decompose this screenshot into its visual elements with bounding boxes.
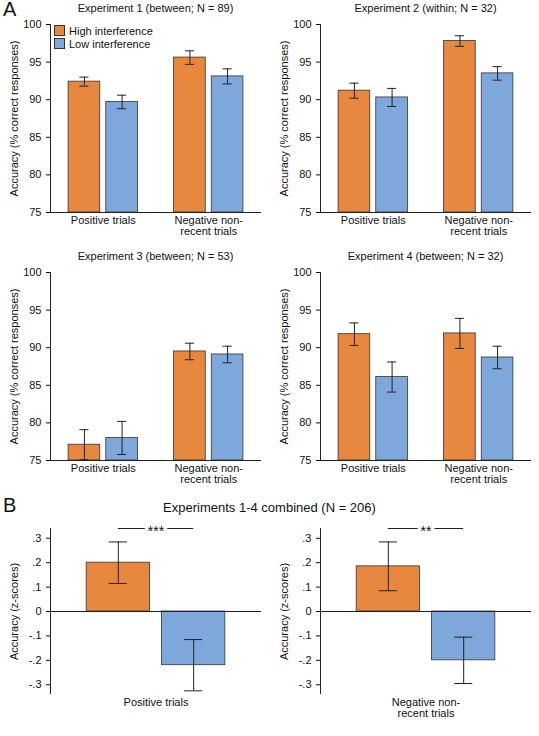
svg-text:.2: .2 — [302, 556, 311, 568]
svg-text:95: 95 — [29, 56, 41, 68]
svg-text:Accuracy (% correct responses): Accuracy (% correct responses) — [278, 289, 290, 445]
html-text:B: B — [3, 494, 17, 516]
html-text:Experiment 2 (within; N = 32): Experiment 2 (within; N = 32) — [354, 2, 497, 14]
svg-text:-.2: -.2 — [29, 654, 42, 666]
svg-text:100: 100 — [293, 18, 311, 30]
svg-text:85: 85 — [29, 379, 41, 391]
svg-text:Negative non-recent trials: Negative non-recent trials — [392, 696, 461, 719]
svg-text:100: 100 — [23, 18, 41, 30]
html-text:Experiment 4 (between; N = 32): Experiment 4 (between; N = 32) — [347, 250, 504, 262]
svg-text:90: 90 — [299, 341, 311, 353]
svg-text:0: 0 — [35, 605, 41, 617]
svg-text:80: 80 — [29, 416, 41, 428]
svg-text:75: 75 — [299, 454, 311, 466]
svg-text:.3: .3 — [32, 532, 41, 544]
svg-text:Negative non-recent trials: Negative non-recent trials — [445, 214, 514, 237]
svg-text:90: 90 — [29, 93, 41, 105]
svg-text:75: 75 — [29, 454, 41, 466]
html-text:Experiment 1 (between; N = 89): Experiment 1 (between; N = 89) — [77, 2, 234, 14]
svg-text:Positive trials: Positive trials — [124, 696, 189, 708]
svg-text:Accuracy (% correct responses): Accuracy (% correct responses) — [8, 41, 20, 197]
svg-text:.2: .2 — [32, 556, 41, 568]
svg-text:Accuracy (z-scores): Accuracy (z-scores) — [278, 563, 290, 660]
svg-text:75: 75 — [299, 206, 311, 218]
svg-text:95: 95 — [299, 56, 311, 68]
html-text:Experiment 3 (between; N = 53): Experiment 3 (between; N = 53) — [77, 250, 234, 262]
svg-text:-.1: -.1 — [299, 629, 312, 641]
svg-text:75: 75 — [29, 206, 41, 218]
svg-text:80: 80 — [299, 416, 311, 428]
svg-text:-.3: -.3 — [299, 678, 312, 690]
svg-text:.1: .1 — [32, 581, 41, 593]
svg-text:Positive trials: Positive trials — [341, 462, 406, 474]
svg-text:0: 0 — [305, 605, 311, 617]
svg-text:-.2: -.2 — [299, 654, 312, 666]
html-text:High interference: High interference — [69, 25, 153, 37]
svg-text:85: 85 — [29, 131, 41, 143]
svg-text:95: 95 — [29, 304, 41, 316]
svg-text:Positive trials: Positive trials — [71, 214, 136, 226]
svg-text:.3: .3 — [302, 532, 311, 544]
svg-text:90: 90 — [29, 341, 41, 353]
svg-text:Negative non-recent trials: Negative non-recent trials — [175, 214, 244, 237]
svg-text:85: 85 — [299, 131, 311, 143]
html-text:Experiments 1-4 combined (N =: Experiments 1-4 combined (N = 206) — [163, 500, 376, 515]
svg-text:***: *** — [148, 523, 165, 539]
svg-text:100: 100 — [23, 266, 41, 278]
svg-text:-.3: -.3 — [29, 678, 42, 690]
svg-text:Accuracy (z-scores): Accuracy (z-scores) — [8, 563, 20, 660]
svg-text:100: 100 — [293, 266, 311, 278]
html-text:Low interference: Low interference — [69, 38, 151, 50]
svg-text:Accuracy (% correct responses): Accuracy (% correct responses) — [278, 41, 290, 197]
svg-text:Negative non-recent trials: Negative non-recent trials — [445, 462, 514, 485]
svg-text:95: 95 — [299, 304, 311, 316]
svg-text:85: 85 — [299, 379, 311, 391]
svg-text:80: 80 — [299, 168, 311, 180]
svg-text:-.1: -.1 — [29, 629, 42, 641]
svg-text:90: 90 — [299, 93, 311, 105]
svg-text:80: 80 — [29, 168, 41, 180]
svg-text:Positive trials: Positive trials — [71, 462, 136, 474]
svg-text:.1: .1 — [302, 581, 311, 593]
svg-text:**: ** — [421, 523, 432, 539]
svg-text:Accuracy (% correct responses): Accuracy (% correct responses) — [8, 289, 20, 445]
svg-text:Negative non-recent trials: Negative non-recent trials — [175, 462, 244, 485]
svg-text:Positive trials: Positive trials — [341, 214, 406, 226]
